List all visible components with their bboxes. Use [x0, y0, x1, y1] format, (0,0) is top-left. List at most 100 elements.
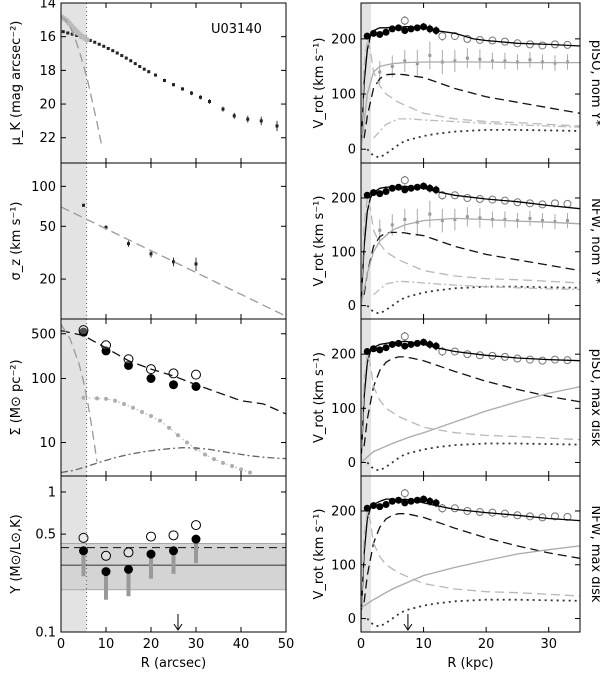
data-point — [124, 56, 128, 60]
series-line-gas — [366, 128, 580, 159]
series-line-stars — [363, 231, 580, 295]
x-tick-label: 20 — [478, 637, 495, 652]
y-tick-label: 200 — [331, 32, 356, 47]
gas-point — [212, 457, 216, 462]
rc-point-open — [550, 512, 559, 521]
data-point — [181, 87, 184, 91]
data-point — [61, 30, 65, 34]
series-line-bulge — [61, 324, 98, 462]
rc-point-grey — [440, 219, 444, 223]
plot-area-rc4 — [361, 476, 580, 632]
data-point-open — [168, 368, 179, 379]
series-line-disk-component — [61, 447, 286, 474]
y-axis-label: μ_K (mag arcsec⁻²) — [9, 21, 24, 146]
gas-point — [248, 470, 252, 475]
plot-area-rc1 — [361, 3, 580, 163]
y-axis-label: V_rot (km s⁻¹) — [312, 352, 327, 443]
arrow-head — [173, 623, 183, 631]
rc-point-grey — [540, 219, 544, 223]
data-point-filled — [146, 374, 156, 384]
y-tick-label: 20 — [39, 98, 56, 113]
rc-point-grey — [478, 57, 482, 61]
data-point-filled — [101, 567, 111, 577]
rc-point-filled — [363, 32, 371, 40]
rc-point-filled — [370, 29, 378, 37]
rc-point-filled — [376, 503, 384, 511]
series-line-total — [361, 498, 580, 619]
series-line--total-stellar — [61, 329, 286, 415]
y-tick-label: 14 — [39, 0, 56, 12]
y-tick-label: 0.1 — [35, 626, 56, 641]
panel-Upsilon — [60, 475, 287, 633]
rc-point-filled — [382, 28, 390, 36]
data-point — [97, 42, 101, 46]
data-point — [82, 203, 85, 207]
series-line-bulge-fit — [61, 15, 103, 145]
gas-point — [81, 395, 86, 400]
x-axis-label: R (arcsec) — [141, 656, 206, 671]
rc-point-filled — [420, 495, 428, 503]
rc-point-grey — [403, 217, 407, 221]
rc-point-grey — [490, 59, 494, 63]
series-line-disk2 — [373, 118, 580, 139]
x-tick-label: 30 — [540, 637, 557, 652]
x-tick-label: 30 — [188, 637, 205, 652]
series-line-gas — [366, 598, 580, 628]
rc-point-open — [400, 489, 409, 498]
plot-area-rc3 — [361, 319, 580, 476]
y-tick-label: 10 — [39, 436, 56, 451]
gas-line — [83, 397, 251, 473]
model-label: pISO, nom Υ* — [588, 40, 600, 127]
panel-Sigma — [60, 318, 287, 477]
rc-point-filled — [401, 499, 409, 507]
data-point-open — [78, 325, 89, 336]
y-tick-label: 0 — [348, 612, 356, 627]
galaxy-label: U03140 — [211, 22, 262, 37]
y-axis-label: Σ (M⊙ pc⁻²) — [9, 359, 24, 435]
plot-area-sigma — [61, 163, 286, 319]
rc-point-filled — [407, 184, 415, 192]
y-axis-label: V_rot (km s⁻¹) — [312, 196, 327, 287]
plot-area-Upsilon — [61, 476, 286, 632]
data-point — [102, 44, 106, 48]
data-point-filled — [169, 380, 178, 390]
rc-point-grey — [528, 58, 532, 62]
panel-frame — [360, 475, 581, 633]
panel-sigma — [60, 162, 287, 320]
series-line-total — [361, 185, 580, 306]
data-point-open — [146, 531, 156, 542]
rc-point-grey — [503, 217, 507, 221]
data-point — [93, 40, 97, 44]
data-point — [115, 51, 119, 55]
data-point — [75, 34, 79, 38]
y-tick-label: 16 — [39, 30, 56, 45]
rc-point-filled — [376, 190, 384, 198]
data-point — [259, 119, 263, 123]
series-line-bulge — [361, 38, 580, 150]
rc-point-open — [400, 16, 409, 25]
data-point — [163, 78, 166, 82]
plot-area-Sigma — [61, 319, 286, 476]
shaded-region — [61, 163, 87, 319]
data-point — [142, 67, 146, 71]
y-axis-label: V_rot (km s⁻¹) — [312, 509, 327, 600]
model-label: pISO, max disk — [588, 349, 600, 447]
rc-point-filled — [363, 347, 371, 355]
y-axis-label: Υ (M⊙/L⊙,K) — [9, 514, 24, 595]
data-point-open — [191, 369, 201, 380]
data-point — [172, 83, 175, 87]
series-line-total — [361, 340, 580, 463]
rc-point-open — [550, 199, 559, 208]
rc-point-filled — [413, 496, 421, 504]
panel-frame — [60, 475, 287, 633]
rc-point-grey — [390, 223, 394, 227]
series-line-halo — [361, 61, 580, 150]
arrow-head — [403, 623, 413, 631]
y-tick-label: 100 — [331, 245, 356, 260]
data-point-open — [168, 530, 179, 541]
series-line-halo — [361, 386, 580, 463]
rc-point-open — [538, 356, 547, 365]
series-line-stars — [363, 73, 580, 139]
y-tick-label: 200 — [331, 348, 356, 363]
